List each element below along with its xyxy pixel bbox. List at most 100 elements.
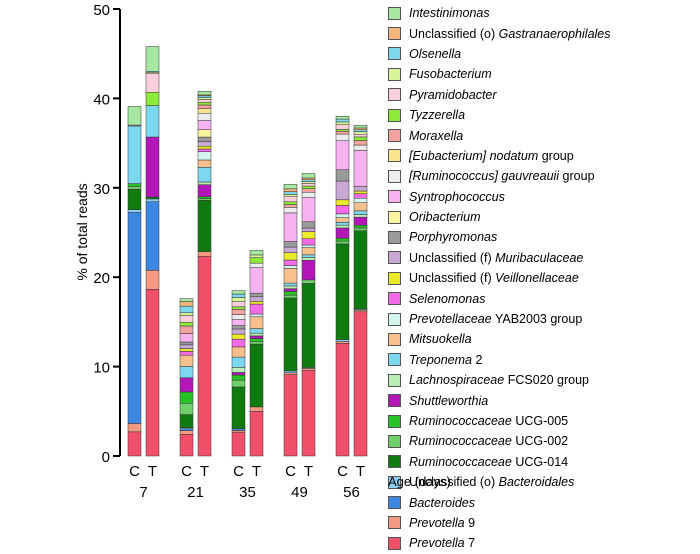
legend-item: Oribacterium [388,207,698,227]
legend-swatch [388,455,401,469]
bar-segment [197,251,212,257]
y-tick-label: 50 [93,2,110,19]
bar-segment [179,348,194,352]
bar-segment [249,292,264,298]
bar-segment [231,306,246,310]
bar-segment [179,414,194,428]
group-label: 21 [187,484,204,500]
legend-label-name: Syntrophococcus [409,189,505,204]
legend-item: Mitsuokella [388,329,698,349]
bar-T-day-49 [301,173,316,457]
bar-segment [353,311,368,457]
bar-segment [179,391,194,404]
legend-item: [Ruminococcus] gauvreauii group [388,166,698,186]
bar-segment [249,406,264,412]
bar-segment [335,129,350,132]
bar-segment [353,210,368,215]
bar-segment [283,194,298,197]
bar-segment [353,227,368,231]
legend-item: Porphyromonas [388,227,698,247]
bar-segment [301,227,316,232]
bar-segment [179,321,194,327]
bar-segment [179,351,194,356]
legend-label-name: [Ruminococcus] gauvreauii [409,169,560,184]
bar-segment [127,212,142,424]
legend-item: Prevotellaceae YAB2003 group [388,309,698,329]
legend-label: Mitsuokella [409,332,472,346]
bar-segment [179,312,194,316]
bar-segment [231,367,246,373]
bar-segment [301,231,316,240]
legend-label: Unclassified (f) Muribaculaceae [409,251,583,265]
legend-label: Bacteroides [409,496,475,510]
group-label: 7 [139,484,147,500]
bar-segment [127,106,142,126]
legend-item: Unclassified (o) Bacteroidales [388,472,698,492]
legend-swatch [388,169,401,183]
bar-segment [283,191,298,195]
bar-segment [353,129,368,132]
bar-segment [335,180,350,201]
bar-segment [197,181,212,185]
bar-segment [197,145,212,150]
bar-segment [335,199,350,206]
bar-segment [301,177,316,181]
legend-item: Bacteroides [388,492,698,512]
bar-segment [231,428,246,431]
bar-segment [301,188,316,193]
bar-segment [301,197,316,223]
legend-swatch [388,353,401,367]
legend-item: Tyzzerella [388,105,698,125]
bar-segment [283,370,298,374]
legend-label-name: Lachnospiraceae [409,373,505,388]
legend-label-name: Olsenella [409,46,462,61]
bar-segment [301,279,316,284]
bar-segment [231,430,246,433]
bar-segment [197,129,212,138]
legend-label-name: Moraxella [409,128,464,143]
bar-segment [231,301,246,308]
bar-segment [353,144,368,151]
bar-segment [301,244,316,248]
bar-segment [283,285,298,289]
legend-item: Lachnospiraceae FCS020 group [388,370,698,390]
legend-label-suffix: UCG-002 [511,434,569,449]
bar-segment [127,423,142,433]
bar-segment [301,185,316,189]
bar-segment [283,241,298,248]
bar-segment [197,90,212,96]
bar-segment [283,246,298,253]
bar-segment [353,193,368,199]
bar-segment [353,131,368,135]
bar-segment [197,97,212,100]
bar-segment [127,431,142,457]
legend-label: Treponema 2 [409,353,482,367]
legend-swatch [388,6,401,20]
bar-segment [353,202,368,212]
bar-segment [335,169,350,182]
bar-segment [335,121,350,125]
legend-item: Treponema 2 [388,350,698,370]
legend-label-prefix: Unclassified (o) [409,26,499,41]
bar-segment [335,124,350,130]
y-axis: 0 10 20 30 40 50 [93,2,121,466]
legend-label-suffix: FCS020 group [504,373,589,388]
legend-swatch [388,475,401,489]
bar-segment [249,332,264,337]
bar-segment [249,335,264,339]
bar-segment [231,374,246,381]
bar-segment [249,343,264,408]
bar-segment [231,386,246,429]
legend-label: Unclassified (o) Bacteroidales [409,475,574,489]
bar-segment [283,294,298,299]
legend-label-name: Prevotellaceae [409,312,492,327]
bar-label: C [285,463,296,480]
y-axis-label: % of total reads [74,183,90,280]
bar-segment [197,196,212,199]
bar-segment [335,343,350,457]
legend-label-name: Gastranaerophilales [498,26,611,41]
bar-segment [301,179,316,182]
bar-segment [353,216,368,226]
bar-segment [197,151,212,161]
legend-item: Syntrophococcus [388,187,698,207]
